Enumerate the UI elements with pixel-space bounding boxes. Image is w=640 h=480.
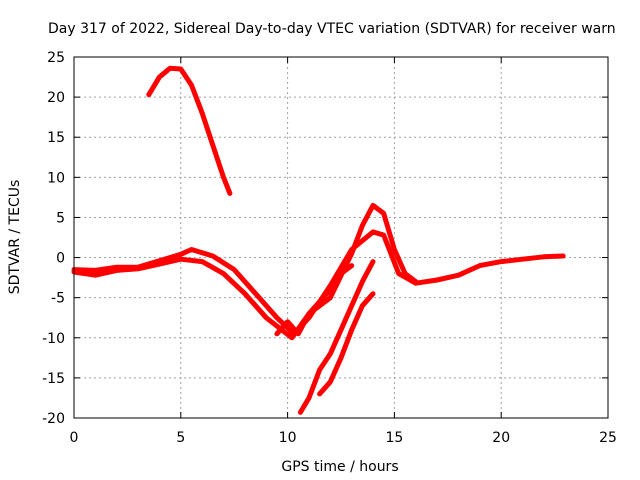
- y-tick-label: -15: [42, 371, 65, 387]
- x-tick-label: 20: [492, 430, 510, 446]
- x-tick-label: 5: [176, 430, 185, 446]
- y-tick-label: 25: [47, 50, 65, 66]
- series-line-arc-d: [297, 259, 376, 415]
- series-line-arc-a: [71, 229, 566, 337]
- x-tick-label: 0: [70, 430, 79, 446]
- x-tick-label: 15: [385, 430, 403, 446]
- x-axis-label: GPS time / hours: [281, 459, 398, 475]
- series-line-arc-e: [317, 291, 376, 397]
- tick-labels: 0 5 10 15 20 25 -20 -15 -10 -5 0 5 10 15 20 25: [42, 50, 617, 446]
- y-tick-label: 20: [47, 90, 65, 106]
- y-tick-label: 15: [47, 130, 65, 146]
- y-tick-label: -20: [42, 411, 65, 427]
- series-line-arc-b: [71, 202, 419, 341]
- y-tick-label: 5: [56, 210, 65, 226]
- x-tick-label: 10: [279, 430, 297, 446]
- x-tick-label: 25: [599, 430, 617, 446]
- series-line-arc-c: [146, 65, 233, 196]
- y-tick-label: -10: [42, 331, 65, 347]
- series-line-arc-f: [274, 263, 355, 337]
- y-tick-label: 0: [56, 251, 65, 267]
- plot-frame: [73, 56, 609, 419]
- y-tick-label: 10: [47, 170, 65, 186]
- y-tick-label: -5: [51, 291, 65, 307]
- series-group: [71, 65, 566, 415]
- chart-title: Day 317 of 2022, Sidereal Day-to-day VTE…: [48, 21, 616, 37]
- y-axis-label: SDTVAR / TECUs: [7, 180, 23, 295]
